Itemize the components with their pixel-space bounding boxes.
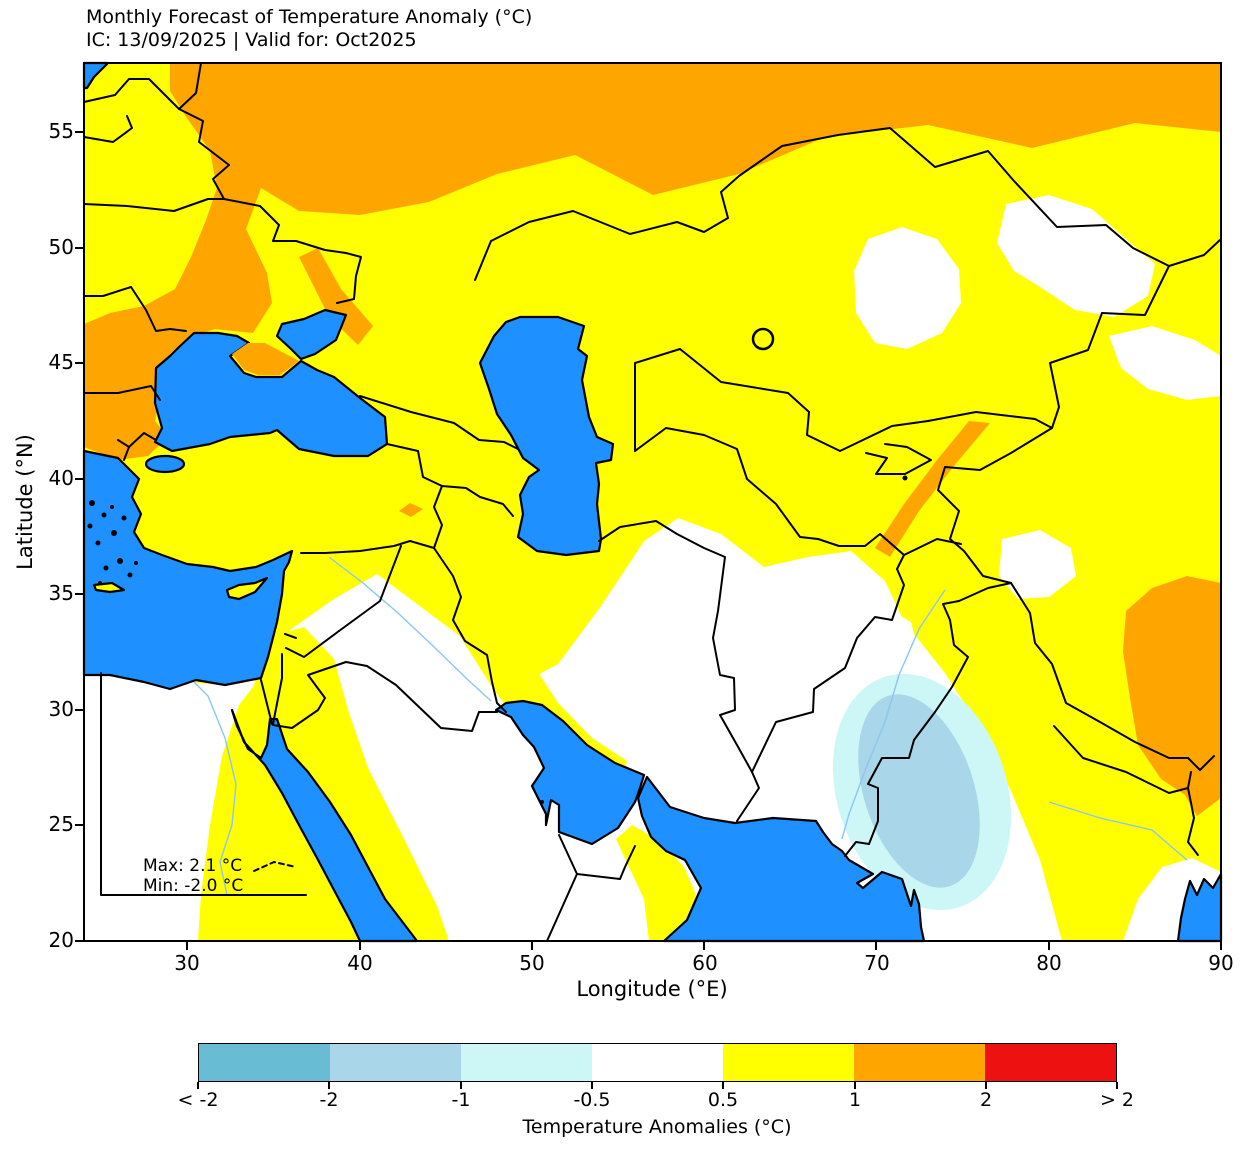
colorbar-tickmark <box>197 1082 199 1089</box>
axis-tick-marks <box>75 131 1222 950</box>
anomaly-orange-crimea <box>232 343 299 375</box>
x-tick-30: 30 <box>174 951 200 975</box>
ganges-river <box>1048 801 1188 861</box>
y-tick-30: 30 <box>48 697 74 721</box>
colorbar-segment-05-1 <box>723 1044 854 1081</box>
anomaly-orange-pamir-streak <box>875 421 990 557</box>
x-tick-80: 80 <box>1036 951 1062 975</box>
y-tick-20: 20 <box>48 928 74 952</box>
colorbar-tickmark <box>328 1082 330 1089</box>
y-tick-45: 45 <box>48 350 74 374</box>
map-plot <box>75 61 1223 950</box>
chart-subtitle: IC: 13/09/2025 | Valid for: Oct2025 <box>86 29 417 51</box>
max-annotation: Max: 2.1 °C <box>143 856 243 876</box>
x-tick-90: 90 <box>1208 951 1234 975</box>
anomaly-neutral-tarim <box>999 530 1076 599</box>
colorbar-tick-05: 0.5 <box>707 1089 739 1111</box>
x-tick-60: 60 <box>692 951 718 975</box>
rivers <box>193 556 1188 896</box>
sea-of-marmara <box>144 454 186 474</box>
anomaly-orange-rostov <box>299 248 373 345</box>
colorbar-tickmark <box>591 1082 593 1089</box>
red-sea <box>230 708 419 943</box>
colorbar <box>198 1043 1117 1082</box>
x-tick-50: 50 <box>519 951 545 975</box>
colorbar-segment-neg1-neg05 <box>461 1044 592 1081</box>
anomaly-neutral-altai <box>1109 326 1221 400</box>
cyprus-island <box>225 576 269 601</box>
colorbar-tick-neg2: -2 <box>319 1089 339 1111</box>
colorbar-segment-lt-neg2 <box>199 1044 330 1081</box>
y-tick-55: 55 <box>48 119 74 143</box>
colorbar-tick-1: 1 <box>848 1089 862 1111</box>
x-tick-70: 70 <box>864 951 890 975</box>
colorbar-tick-2: 2 <box>979 1089 993 1111</box>
colorbar-tick-lt-neg2: < -2 <box>177 1089 219 1111</box>
x-axis-label: Longitude (°E) <box>576 977 728 1001</box>
y-axis-label: Latitude (°N) <box>13 434 37 570</box>
anomaly-orange-van-spot <box>399 503 423 517</box>
black-sea <box>153 331 389 458</box>
y-tick-40: 40 <box>48 466 74 490</box>
colorbar-tickmark <box>460 1082 462 1089</box>
caspian-sea <box>478 315 615 557</box>
colorbar-segment-1-2 <box>854 1044 985 1081</box>
colorbar-tickmark <box>722 1082 724 1089</box>
colorbar-tick-neg1: -1 <box>451 1089 471 1111</box>
anomaly-yellow-oman-coast <box>616 825 696 941</box>
country-borders <box>83 62 1222 942</box>
colorbar-label: Temperature Anomalies (°C) <box>522 1116 792 1138</box>
anomaly-orange-tibet <box>1123 576 1221 816</box>
nile-river <box>193 681 237 896</box>
anomaly-neutral-nkazakh <box>854 227 961 349</box>
aegean-islands <box>87 500 138 585</box>
y-tick-25: 25 <box>48 812 74 836</box>
x-tick-40: 40 <box>347 951 373 975</box>
min-annotation: Min: -2.0 °C <box>143 876 244 896</box>
plot-frame <box>83 62 1222 942</box>
colorbar-tickmark <box>854 1082 856 1089</box>
sea-of-azov <box>275 308 348 361</box>
chart-title: Monthly Forecast of Temperature Anomaly … <box>86 6 533 28</box>
anomaly-cold-inner <box>858 694 980 888</box>
aral-sea-circle <box>751 327 775 351</box>
y-tick-50: 50 <box>48 235 74 259</box>
colorbar-segment-neg2-neg1 <box>330 1044 461 1081</box>
anomaly-neutral-ekazakh <box>997 195 1155 317</box>
colorbar-segment-neutral <box>592 1044 723 1081</box>
small-lake-dot <box>902 475 908 481</box>
colorbar-tick-neg05: -0.5 <box>573 1089 611 1111</box>
anomaly-orange-north-band <box>84 63 1221 460</box>
colorbar-tickmark <box>1116 1082 1118 1089</box>
anomaly-yellow-levant-redsea <box>198 627 449 941</box>
indus-river <box>841 589 946 840</box>
euphrates-river <box>328 556 492 702</box>
y-tick-35: 35 <box>48 581 74 605</box>
colorbar-segment-gt2 <box>985 1044 1116 1081</box>
mediterranean-aegean-sea <box>82 449 294 691</box>
arabian-sea <box>636 775 926 943</box>
colorbar-tick-gt2: > 2 <box>1099 1089 1135 1111</box>
anomaly-yellow-himalaya-india <box>907 606 1221 941</box>
bahrain-island <box>540 800 544 804</box>
crete-island <box>92 581 126 594</box>
persian-gulf <box>494 699 646 846</box>
colorbar-tickmark <box>985 1082 987 1089</box>
